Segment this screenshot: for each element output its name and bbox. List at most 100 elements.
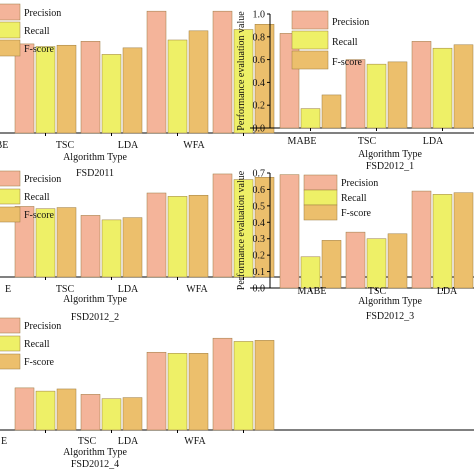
panel-title: FSD2012_2 — [71, 312, 119, 323]
bar-fscore — [387, 61, 408, 129]
bar-precision — [80, 215, 101, 278]
x-tick-label: TSC — [358, 136, 377, 147]
bar-recall — [233, 341, 254, 431]
bar-fscore — [321, 94, 342, 129]
bar-recall — [167, 39, 188, 134]
y-tick-label: 0.0 — [253, 284, 266, 295]
bar-recall — [35, 46, 56, 134]
legend-label-precision: Precision — [341, 178, 378, 189]
panel-fsd2011: BE TSC LDA WFA Algorithm Type FSD2011 Precisio… — [0, 3, 474, 179]
x-tick-label: TSC — [368, 286, 387, 297]
bar-precision — [411, 190, 432, 289]
x-tick-label: WFA — [186, 284, 208, 295]
bar-recall — [101, 219, 122, 278]
legend-swatch-precision — [0, 170, 21, 187]
bar-fscore — [188, 194, 209, 278]
bar-fscore — [122, 397, 143, 431]
bar-fscore — [387, 233, 408, 289]
panel-fsd2012-1: 0.0 0.2 0.4 0.6 0.8 1.0 Performance evaluation… — [236, 10, 474, 172]
x-tick-label: MABE — [298, 286, 327, 297]
bar-precision — [279, 174, 300, 289]
legend-swatch-recall — [0, 21, 21, 39]
bar-precision — [146, 192, 167, 278]
legend: Precision Recall F-score — [0, 317, 61, 370]
legend-swatch-fscore — [0, 353, 21, 370]
bar-precision — [345, 231, 366, 289]
legend-swatch-precision — [291, 10, 329, 30]
bar-fscore — [122, 217, 143, 278]
y-tick-label: 0.7 — [253, 169, 266, 180]
x-axis-label: Algorithm Type — [63, 152, 127, 163]
legend-swatch-fscore — [0, 206, 21, 223]
y-tick-label: 1.0 — [253, 10, 266, 21]
x-tick-label: LDA — [118, 436, 139, 447]
bar-precision — [212, 173, 233, 278]
x-tick-label: TSC — [56, 284, 75, 295]
bar-fscore — [453, 192, 474, 289]
legend-swatch-precision — [0, 3, 21, 21]
bar-recall — [167, 196, 188, 278]
legend-swatch-precision — [303, 174, 338, 191]
x-tick-label: WFA — [183, 140, 205, 151]
bar-recall — [167, 353, 188, 431]
x-axis-label: Algorithm Type — [358, 149, 422, 160]
bar-recall — [432, 47, 453, 129]
y-tick-label: 0.6 — [253, 55, 266, 66]
y-tick-label: 0.8 — [253, 32, 266, 43]
bar-fscore — [56, 44, 77, 134]
bar-recall — [366, 238, 387, 289]
bar-fscore — [254, 340, 275, 431]
panel-title: FSD2012_4 — [71, 459, 119, 470]
legend-label-recall: Recall — [341, 193, 367, 204]
x-tick-label: LDA — [437, 286, 458, 297]
panel-fsd2012-2: E TSC LDA WFA Algorithm Type FSD2012_2 Precisi… — [0, 170, 474, 323]
bar-recall — [101, 54, 122, 134]
bar-precision — [212, 10, 233, 134]
x-tick-label: BE — [0, 140, 8, 151]
y-tick-label: 0.0 — [253, 124, 266, 135]
x-axis-label: Algorithm Type — [63, 294, 127, 305]
legend-label-precision: Precision — [24, 174, 61, 185]
y-tick-label: 0.4 — [253, 218, 266, 229]
y-axis-label: Performance evaluation value — [236, 11, 247, 131]
x-tick-label: WFA — [184, 436, 206, 447]
bar-fscore — [321, 240, 342, 289]
x-tick-label: LDA — [118, 140, 139, 151]
legend-swatch-fscore — [303, 204, 338, 221]
bar-precision — [411, 41, 432, 129]
bar-precision — [14, 43, 35, 134]
x-tick-label: MABE — [288, 136, 317, 147]
bar-fscore — [188, 353, 209, 431]
legend-label-precision: Precision — [24, 8, 61, 19]
bar-recall — [432, 194, 453, 289]
y-tick-label: 0.2 — [253, 101, 266, 112]
x-tick-label: LDA — [118, 284, 139, 295]
legend-swatch-fscore — [291, 50, 329, 70]
bar-precision — [345, 59, 366, 129]
panel-fsd2012-3: 0.0 0.1 0.2 0.3 0.4 0.5 0.6 0.7 Performance eval… — [236, 169, 474, 322]
y-tick-label: 0.6 — [253, 185, 266, 196]
bar-precision — [14, 206, 35, 278]
legend: Precision Recall F-score — [291, 10, 369, 70]
bar-precision — [80, 394, 101, 431]
bar-fscore — [453, 44, 474, 129]
bar-fscore — [56, 388, 77, 431]
y-tick-label: 0.5 — [253, 201, 266, 212]
bar-precision — [14, 387, 35, 431]
panel-title: FSD2012_3 — [366, 311, 414, 322]
y-tick-label: 0.4 — [253, 78, 266, 89]
bar-precision — [80, 41, 101, 134]
legend-label-recall: Recall — [332, 37, 358, 48]
x-tick-label: TSC — [56, 140, 75, 151]
legend: Precision Recall F-score — [0, 170, 61, 223]
x-axis-label: Algorithm Type — [63, 447, 127, 458]
bar-recall — [366, 63, 387, 129]
bar-fscore — [122, 47, 143, 134]
legend: Precision Recall F-score — [303, 174, 378, 221]
legend-swatch-recall — [303, 189, 338, 206]
legend-label-fscore: F-score — [24, 44, 55, 55]
legend-swatch-recall — [0, 335, 21, 352]
bar-recall — [101, 398, 122, 431]
